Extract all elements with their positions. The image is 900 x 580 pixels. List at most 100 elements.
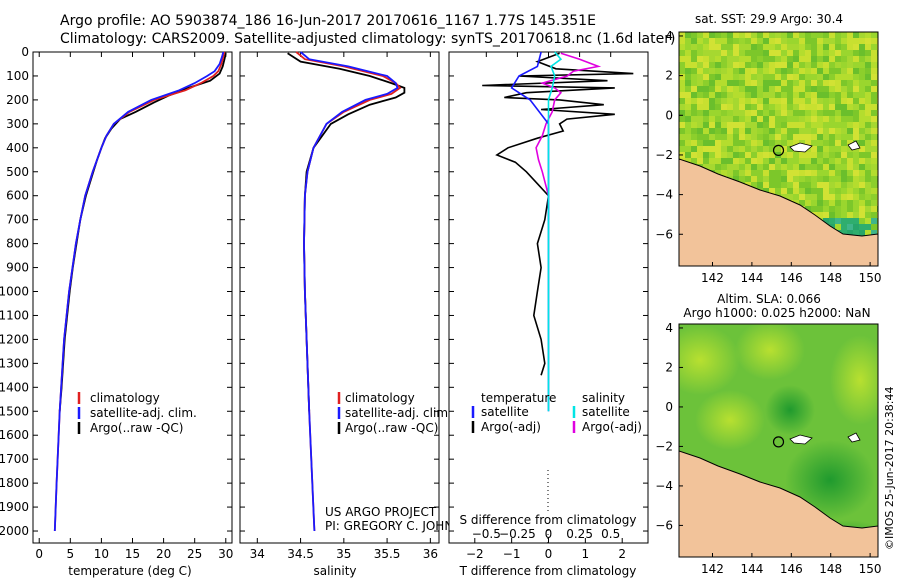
sst-cell — [847, 158, 853, 164]
sst-cell — [829, 170, 835, 176]
sst-cell — [835, 38, 841, 44]
sst-cell — [715, 74, 721, 80]
sst-cell — [685, 86, 691, 92]
lon-tick-label: 148 — [819, 271, 842, 285]
sst-cell — [841, 134, 847, 140]
sst-cell — [841, 86, 847, 92]
sst-cell — [745, 56, 751, 62]
sst-cell — [799, 182, 805, 188]
sst-cell — [703, 68, 709, 74]
sst-cell — [787, 188, 793, 194]
sst-cell — [763, 158, 769, 164]
sst-cell — [793, 176, 799, 182]
sst-cell — [817, 110, 823, 116]
sst-cell — [865, 206, 871, 212]
sst-cell — [763, 170, 769, 176]
sst-cell — [787, 74, 793, 80]
sst-cell — [805, 128, 811, 134]
sst-cell — [829, 140, 835, 146]
sst-cell — [763, 86, 769, 92]
sst-cell — [871, 104, 877, 110]
sst-cell — [841, 128, 847, 134]
sst-cell — [811, 176, 817, 182]
sst-cell — [781, 128, 787, 134]
sst-cell — [727, 38, 733, 44]
sst-cell — [811, 128, 817, 134]
sst-cell — [853, 170, 859, 176]
depth-tick-label: 1800 — [0, 476, 29, 490]
sst-cell — [847, 164, 853, 170]
sst-cell — [733, 140, 739, 146]
sst-cell — [859, 32, 865, 38]
sst-cell — [757, 68, 763, 74]
sst-cell — [697, 74, 703, 80]
x-tick-label: 15 — [125, 547, 140, 561]
argo-float-marker — [772, 436, 785, 448]
sst-cell — [865, 218, 871, 224]
sst-cell — [685, 80, 691, 86]
sst-cell — [841, 152, 847, 158]
sst-cell — [841, 206, 847, 212]
sst-cell — [679, 134, 685, 140]
sst-cell — [769, 104, 775, 110]
sst-cell — [805, 176, 811, 182]
sst-cell — [871, 164, 877, 170]
sst-cell — [847, 182, 853, 188]
sst-cell — [835, 146, 841, 152]
sst-cell — [721, 116, 727, 122]
sst-cell — [865, 182, 871, 188]
sst-cell — [745, 32, 751, 38]
sst-cell — [685, 146, 691, 152]
lat-tick-label: 0 — [665, 400, 673, 414]
sst-cell — [787, 80, 793, 86]
sst-cell — [829, 164, 835, 170]
sst-cell — [871, 212, 877, 218]
sst-cell — [793, 74, 799, 80]
sst-cell — [727, 134, 733, 140]
legend-argo: Argo(..raw -QC) — [90, 421, 183, 435]
sst-cell — [841, 44, 847, 50]
sst-cell — [847, 110, 853, 116]
sst-cell — [763, 38, 769, 44]
sst-cell — [739, 38, 745, 44]
sst-cell — [769, 98, 775, 104]
sst-cell — [853, 68, 859, 74]
sst-cell — [805, 92, 811, 98]
sst-cell — [841, 110, 847, 116]
sst-cell — [859, 98, 865, 104]
depth-tick-label: 1200 — [0, 332, 29, 346]
sst-cell — [715, 140, 721, 146]
lat-tick-label: −6 — [655, 518, 673, 532]
sst-cell — [763, 188, 769, 194]
sst-cell — [817, 170, 823, 176]
sst-cell — [865, 32, 871, 38]
sst-cell — [751, 32, 757, 38]
x-tick-label: 34.5 — [287, 547, 314, 561]
sst-cell — [847, 56, 853, 62]
sst-cell — [841, 50, 847, 56]
sst-cell — [793, 158, 799, 164]
sst-cell — [721, 56, 727, 62]
sst-cell — [811, 182, 817, 188]
sst-cell — [817, 62, 823, 68]
sst-cell — [757, 152, 763, 158]
sst-cell — [817, 104, 823, 110]
sst-cell — [745, 152, 751, 158]
temperature-panel: 0100200300400500600700800900100011001200… — [0, 45, 233, 578]
sst-cell — [841, 158, 847, 164]
header-line1: Argo profile: AO 5903874_186 16-Jun-2017… — [60, 13, 596, 29]
sst-cell — [751, 68, 757, 74]
sst-cell — [859, 68, 865, 74]
sst-cell — [859, 158, 865, 164]
sst-cell — [865, 146, 871, 152]
sst-cell — [841, 140, 847, 146]
sst-cell — [865, 194, 871, 200]
salinity-axis-ticks: 34 34.5 35 35.5 36 — [250, 52, 438, 561]
depth-tick-label: 1900 — [0, 500, 29, 514]
sst-cell — [715, 158, 721, 164]
sst-cell — [859, 128, 865, 134]
sst-cell — [769, 182, 775, 188]
sst-cell — [835, 140, 841, 146]
sst-cell — [727, 140, 733, 146]
